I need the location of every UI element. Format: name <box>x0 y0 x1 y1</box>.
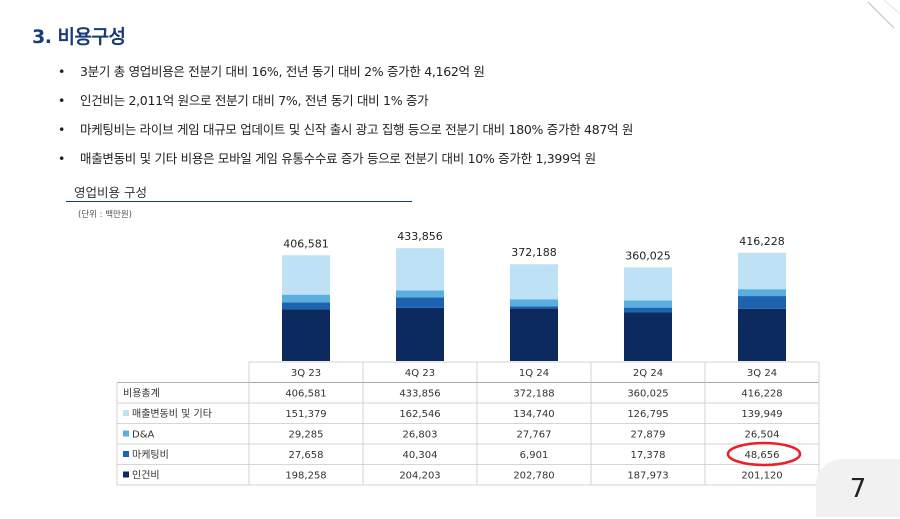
table-cell-value: 17,378 <box>631 450 666 461</box>
legend-swatch <box>123 430 129 437</box>
bar-segment-인건비 <box>738 308 786 361</box>
table-row-label: 마케팅비 <box>132 449 169 461</box>
table-cell-value: 151,379 <box>285 409 326 420</box>
bullet-dot-icon: • <box>58 64 66 79</box>
table-cell-value: 27,879 <box>631 430 666 441</box>
table-header-category: 3Q 24 <box>747 368 777 379</box>
table-cell-value: 139,949 <box>741 409 782 420</box>
bar-total-label: 360,025 <box>625 249 671 262</box>
table-cell-value: 202,780 <box>513 471 554 482</box>
bar-segment-D-A <box>624 300 672 308</box>
bar-segment-매출변동비-및-기타 <box>510 264 558 300</box>
table-cell-value: 126,795 <box>627 409 668 420</box>
table-cell-value: 134,740 <box>513 409 554 420</box>
bar-segment-인건비 <box>396 307 444 361</box>
bar-segment-마케팅비 <box>282 302 330 310</box>
bar-segment-매출변동비-및-기타 <box>282 255 330 295</box>
table-row-label: D&A <box>132 430 154 441</box>
bullet-text: 매출변동비 및 기타 비용은 모바일 게임 유통수수료 증가 등으로 전분기 대… <box>80 151 596 166</box>
bullet-text: 마케팅비는 라이브 게임 대규모 업데이트 및 신작 출시 광고 집행 등으로 … <box>80 122 634 137</box>
bar-segment-마케팅비 <box>510 306 558 309</box>
table-row-label: 인건비 <box>132 470 160 482</box>
table-cell-value: 27,658 <box>289 450 324 461</box>
bullet-item: • 인건비는 2,011억 원으로 전분기 대비 7%, 전년 동기 대비 1% … <box>58 89 633 118</box>
table-cell-value: 372,188 <box>513 389 554 400</box>
legend-swatch <box>123 451 129 457</box>
table-cell-value: 27,767 <box>517 430 552 441</box>
bullet-dot-icon: • <box>58 122 66 137</box>
bullet-item: • 매출변동비 및 기타 비용은 모바일 게임 유통수수료 증가 등으로 전분기 … <box>58 147 633 176</box>
bullet-dot-icon: • <box>58 93 66 108</box>
bar-total-label: 406,581 <box>283 237 329 250</box>
page-number: 7 <box>816 459 900 517</box>
chart-title: 영업비용 구성 <box>74 185 147 200</box>
bullet-item: • 3분기 총 영업비용은 전분기 대비 16%, 전년 동기 대비 2% 증가한… <box>58 60 633 89</box>
table-cell-value: 198,258 <box>285 471 326 482</box>
highlight-circle-icon <box>726 441 802 467</box>
chart-unit-label: (단위 : 백만원) <box>78 210 133 220</box>
bar-segment-D-A <box>396 290 444 298</box>
table-cell-value: 6,901 <box>520 450 549 461</box>
bar-segment-D-A <box>510 299 558 307</box>
table-cell-value: 187,973 <box>627 471 668 482</box>
bar-segment-인건비 <box>282 309 330 361</box>
bar-segment-D-A <box>282 294 330 303</box>
bullet-text: 3분기 총 영업비용은 전분기 대비 16%, 전년 동기 대비 2% 증가한 … <box>80 64 485 79</box>
page-title: 3. 비용구성 <box>32 26 126 48</box>
table-row-label: 매출변동비 및 기타 <box>132 408 212 420</box>
bar-total-label: 372,188 <box>511 246 557 259</box>
table-cell-value: 48,656 <box>745 450 780 461</box>
table-cell-value: 204,203 <box>399 471 440 482</box>
bar-total-label: 416,228 <box>739 235 785 248</box>
bar-segment-D-A <box>738 289 786 297</box>
table-header-category: 4Q 23 <box>405 368 435 379</box>
legend-swatch <box>123 410 129 416</box>
table-header-category: 1Q 24 <box>519 368 549 379</box>
bar-segment-마케팅비 <box>738 296 786 309</box>
table-cell-value: 26,504 <box>745 430 780 441</box>
table-row-label: 비용총계 <box>123 388 160 400</box>
table-cell-value: 433,856 <box>399 389 440 400</box>
bullet-dot-icon: • <box>58 151 66 166</box>
bullet-text: 인건비는 2,011억 원으로 전분기 대비 7%, 전년 동기 대비 1% 증… <box>80 93 429 108</box>
page-corner-fold-icon <box>867 0 900 29</box>
chart-title-underline <box>66 201 412 202</box>
bar-segment-마케팅비 <box>624 307 672 313</box>
summary-bullet-list: • 3분기 총 영업비용은 전분기 대비 16%, 전년 동기 대비 2% 증가한… <box>58 60 633 176</box>
bar-segment-인건비 <box>510 308 558 361</box>
table-header-category: 3Q 23 <box>291 368 321 379</box>
bar-segment-매출변동비-및-기타 <box>396 248 444 291</box>
table-cell-value: 29,285 <box>289 430 324 441</box>
bar-segment-인건비 <box>624 312 672 361</box>
bar-total-label: 433,856 <box>397 230 443 243</box>
legend-swatch <box>123 471 129 478</box>
table-cell-value: 360,025 <box>627 389 668 400</box>
table-header-category: 2Q 24 <box>633 368 663 379</box>
bullet-item: • 마케팅비는 라이브 게임 대규모 업데이트 및 신작 출시 광고 집행 등으로… <box>58 118 633 147</box>
table-cell-value: 201,120 <box>741 471 782 482</box>
bar-segment-매출변동비-및-기타 <box>624 267 672 301</box>
table-cell-value: 162,546 <box>399 409 440 420</box>
bar-segment-매출변동비-및-기타 <box>738 252 786 290</box>
table-cell-value: 26,803 <box>403 430 438 441</box>
table-cell-value: 40,304 <box>403 450 438 461</box>
table-cell-value: 416,228 <box>741 389 782 400</box>
bar-segment-마케팅비 <box>396 297 444 308</box>
table-cell-value: 406,581 <box>285 389 326 400</box>
